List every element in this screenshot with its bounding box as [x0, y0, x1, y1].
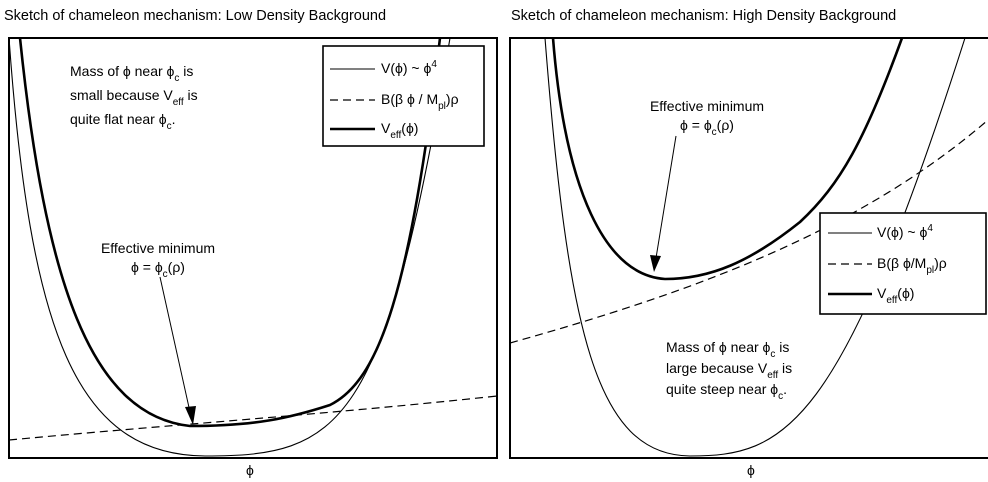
- annotation-mass-small: Mass of ϕ near ϕc is small because Veff i…: [70, 63, 198, 132]
- legend-entry-v-eff: Veff(ϕ): [381, 120, 418, 141]
- annotation-line: quite steep near ϕc.: [666, 381, 787, 402]
- x-axis-label-left: ϕ: [246, 462, 254, 478]
- plot-frame-left: [8, 37, 498, 459]
- curve-b-coupling: [510, 119, 988, 344]
- annotation-effective-minimum: Effective minimum ϕ = ϕc(ρ): [650, 98, 764, 138]
- annotation-effective-minimum: Effective minimum ϕ = ϕc(ρ): [101, 240, 215, 280]
- legend-entry-v-phi4: V(ϕ) ~ ϕ4: [877, 223, 933, 240]
- panel-title-high-density: Sketch of chameleon mechanism: High Dens…: [511, 8, 897, 24]
- annotation-line: quite flat near ϕc.: [70, 111, 175, 132]
- legend-box: [322, 45, 485, 147]
- plot-frame-right: [509, 37, 988, 459]
- curve-v-eff: [18, 38, 442, 428]
- legend-entry-v-phi4: V(ϕ) ~ ϕ4: [381, 59, 437, 76]
- annotation-line: ϕ = ϕc(ρ): [680, 117, 734, 138]
- curve-v-eff: [551, 38, 904, 281]
- legend-left: V(ϕ) ~ ϕ4 B(β ϕ / Mpl)ρ Veff(ϕ): [322, 45, 485, 147]
- annotation-line: large because Veff is: [666, 360, 792, 381]
- legend-right: V(ϕ) ~ ϕ4 B(β ϕ/Mpl)ρ Veff(ϕ): [819, 212, 987, 315]
- legend-entry-v-eff: Veff(ϕ): [877, 285, 914, 306]
- panel-low-density: V(ϕ) ~ ϕ4 B(β ϕ / Mpl)ρ Veff(ϕ) Mass of …: [8, 37, 498, 459]
- arrowhead-left: [185, 406, 196, 425]
- annotation-line: ϕ = ϕc(ρ): [131, 259, 185, 280]
- panel-title-low-density: Sketch of chameleon mechanism: Low Densi…: [4, 8, 387, 24]
- curve-b-coupling: [9, 395, 497, 441]
- annotation-line: small because Veff is: [70, 87, 198, 108]
- panel-high-density: V(ϕ) ~ ϕ4 B(β ϕ/Mpl)ρ Veff(ϕ) Effective …: [509, 37, 988, 459]
- legend-entry-b-coupling: B(β ϕ/Mpl)ρ: [877, 255, 947, 276]
- arrowhead-right: [650, 255, 661, 272]
- x-axis-label-right: ϕ: [747, 462, 755, 478]
- annotation-line: Mass of ϕ near ϕc is: [666, 339, 789, 360]
- legend-entry-b-coupling: B(β ϕ / Mpl)ρ: [381, 91, 459, 112]
- annotation-line: Effective minimum: [650, 98, 764, 114]
- annotation-line: Effective minimum: [101, 240, 215, 256]
- arrow-shaft-left: [159, 276, 191, 413]
- arrow-shaft-right: [655, 135, 677, 259]
- annotation-line: Mass of ϕ near ϕc is: [70, 63, 193, 84]
